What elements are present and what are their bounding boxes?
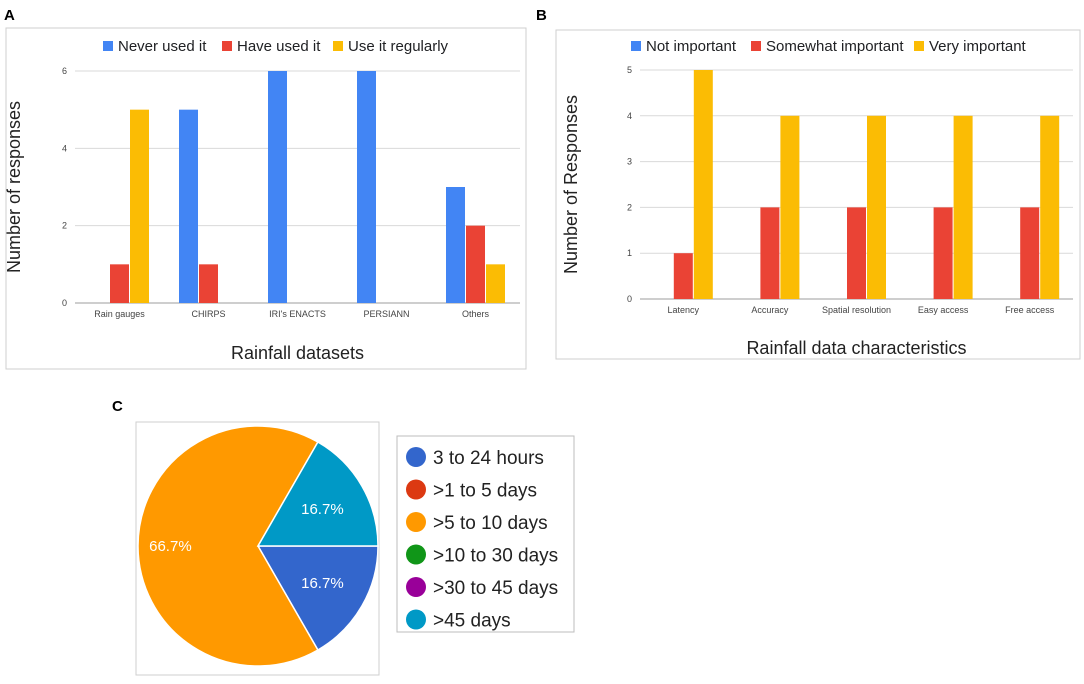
bar-very-important-spatial-resolution — [867, 115, 886, 299]
bar-somewhat-important-latency — [673, 253, 693, 299]
bar-very-important-free-access — [1040, 115, 1060, 299]
legend-swatch-somewhat-important — [751, 41, 761, 51]
x-tick-label-spatial-resolution: Spatial resolution — [822, 305, 891, 315]
pie-legend-dot-10-to-30-days — [406, 544, 426, 565]
bar-have-used-it-rain-gauges — [110, 264, 129, 303]
panel-label-b: B — [536, 7, 547, 24]
bar-use-it-regularly-rain-gauges — [130, 109, 149, 304]
chart-c: 16.7% 66.7% 16.7% 3 to 24 hours >1 to 5 days… — [137, 425, 558, 667]
bar-somewhat-important-easy-access — [933, 207, 953, 299]
legend-label-never-used-it: Never used it — [118, 38, 207, 55]
pie-legend-dot-1-to-5-days — [406, 479, 426, 500]
pie-label-45-days: 16.7% — [301, 501, 344, 518]
x-tick-label-persiann: PERSIANN — [363, 309, 409, 319]
y-axis-title: Number of responses — [4, 101, 24, 273]
pie-legend-dot-5-to-10-days — [406, 512, 426, 532]
y-tick-label-2: 2 — [62, 221, 67, 231]
pie-legend-label-3-to-24-hours: 3 to 24 hours — [433, 448, 544, 469]
bar-use-it-regularly-others — [486, 264, 505, 303]
bar-very-important-easy-access — [953, 115, 973, 299]
pie-legend-dot-30-to-45-days — [406, 577, 426, 597]
x-tick-label-rain-gauges: Rain gauges — [94, 309, 145, 319]
panel-label-a: A — [4, 7, 15, 24]
pie-slice-5-to-10-days — [137, 425, 319, 667]
chart-b-frame — [555, 29, 1081, 360]
x-tick-label-iri-s-enacts: IRI's ENACTS — [269, 309, 326, 319]
x-tick-label-free-access: Free access — [1005, 305, 1055, 315]
y-axis-title: Number of Responses — [561, 95, 581, 274]
legend-swatch-very-important — [914, 41, 924, 51]
pie-legend-label-1-to-5-days: >1 to 5 days — [433, 481, 537, 502]
legend-swatch-use-it-regularly — [333, 41, 343, 51]
legend-label-not-important: Not important — [646, 38, 737, 55]
pie-legend-dot-45-days — [406, 609, 426, 630]
y-tick-label-3: 3 — [627, 157, 632, 167]
chart-b: 0 1 2 3 4 5 Latency Accuracy Spatial resolution E… — [561, 38, 1073, 358]
legend-label-have-used-it: Have used it — [237, 38, 321, 55]
bar-never-used-it-iri-s-enacts — [268, 71, 287, 303]
legend-swatch-not-important — [631, 41, 641, 51]
bar-have-used-it-chirps — [199, 264, 218, 303]
x-tick-label-easy-access: Easy access — [918, 305, 969, 315]
y-tick-label-5: 5 — [627, 65, 632, 75]
y-tick-label-0: 0 — [62, 298, 67, 308]
bar-very-important-accuracy — [780, 115, 800, 299]
bar-have-used-it-others — [466, 225, 485, 303]
bar-never-used-it-others — [446, 187, 465, 303]
y-tick-label-4: 4 — [627, 111, 632, 121]
pie-legend-dot-3-to-24-hours — [406, 447, 426, 467]
pie-legend-label-30-to-45-days: >30 to 45 days — [433, 578, 558, 599]
chart-a: 0 2 4 6 Rain gauges CHIRPS IRI's ENACTS PERSIAN… — [4, 38, 520, 363]
x-tick-label-chirps: CHIRPS — [191, 309, 225, 319]
chart-a-frame — [5, 27, 527, 370]
legend-label-use-it-regularly: Use it regularly — [348, 38, 449, 55]
bar-somewhat-important-accuracy — [760, 207, 780, 299]
pie-legend-label-5-to-10-days: >5 to 10 days — [433, 513, 548, 534]
y-tick-label-2: 2 — [627, 202, 632, 212]
pie-slice-45-days — [256, 440, 379, 547]
y-tick-label-0: 0 — [627, 294, 632, 304]
pie-label-3-to-24-hours: 16.7% — [301, 575, 344, 592]
legend-label-very-important: Very important — [929, 38, 1027, 55]
panel-label-c: C — [112, 398, 123, 415]
x-tick-label-accuracy: Accuracy — [751, 305, 789, 315]
x-axis-title: Rainfall data characteristics — [746, 338, 966, 358]
legend-label-somewhat-important: Somewhat important — [766, 38, 904, 55]
bar-never-used-it-chirps — [179, 109, 198, 304]
pie-slice-3-to-24-hours — [256, 545, 379, 652]
pie-legend-label-45-days: >45 days — [433, 611, 511, 632]
bar-somewhat-important-free-access — [1020, 207, 1040, 299]
pie-legend-box — [396, 435, 575, 633]
bar-very-important-latency — [693, 70, 713, 299]
bar-somewhat-important-spatial-resolution — [847, 207, 866, 299]
bar-never-used-it-persiann — [357, 71, 376, 303]
pie-legend-label-10-to-30-days: >10 to 30 days — [433, 546, 558, 567]
x-axis-title: Rainfall datasets — [231, 343, 364, 363]
y-tick-label-4: 4 — [62, 143, 67, 153]
legend-swatch-never-used-it — [103, 41, 113, 51]
x-tick-label-latency: Latency — [668, 305, 700, 315]
legend-swatch-have-used-it — [222, 41, 232, 51]
y-tick-label-1: 1 — [627, 248, 632, 258]
x-tick-label-others: Others — [462, 309, 490, 319]
pie-label-5-to-10-days: 66.7% — [149, 538, 192, 555]
y-tick-label-6: 6 — [62, 66, 67, 76]
